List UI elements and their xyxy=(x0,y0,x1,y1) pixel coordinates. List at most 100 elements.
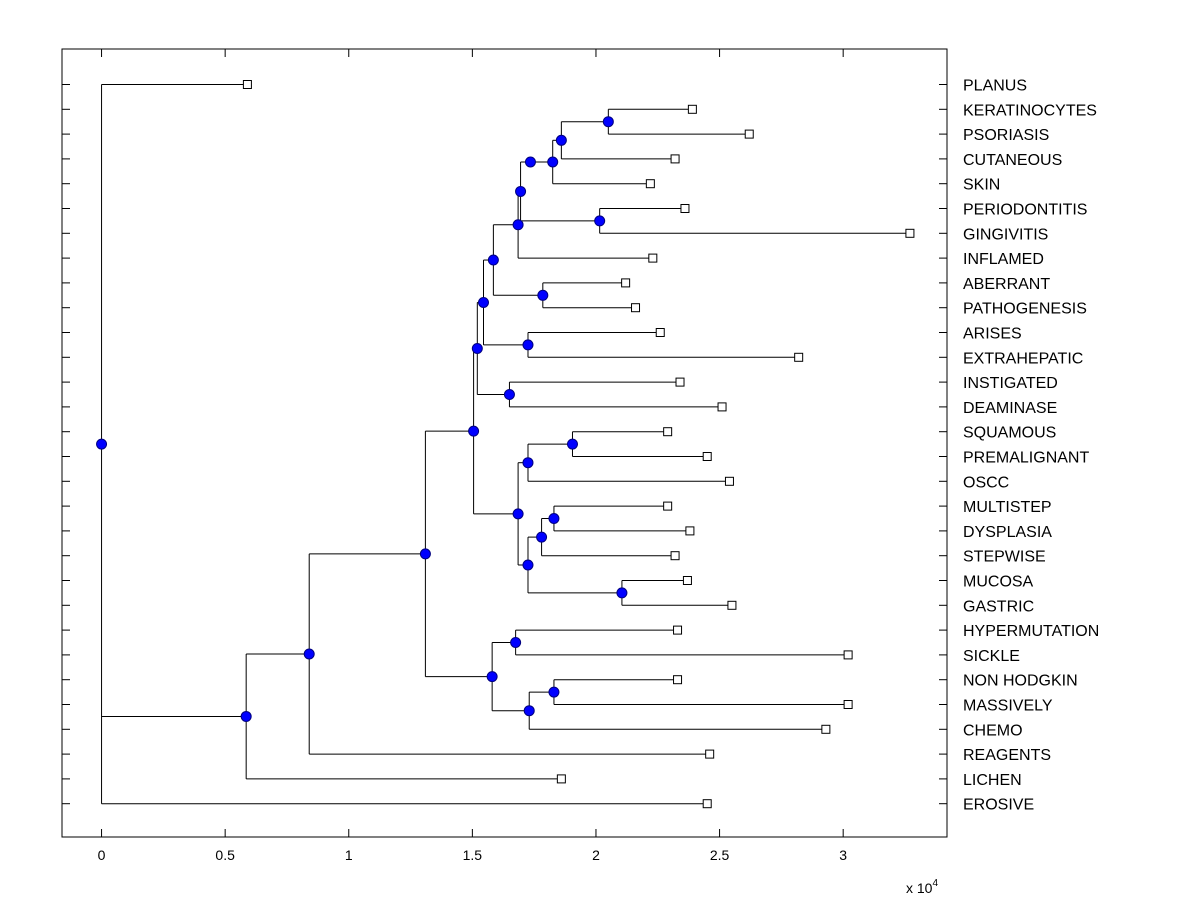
merge-node xyxy=(523,705,535,717)
leaf-marker-sickle xyxy=(843,650,853,660)
leaf-label-lichen: LICHEN xyxy=(963,772,1022,789)
merge-node xyxy=(524,156,536,168)
leaf-marker-planus xyxy=(242,80,252,89)
leaf-marker-erosive xyxy=(702,799,712,809)
leaf-marker-deaminase xyxy=(717,402,727,412)
merge-node xyxy=(522,559,534,571)
leaf-label-multistep: MULTISTEP xyxy=(963,499,1052,516)
leaf-label-cutaneous: CUTANEOUS xyxy=(963,152,1062,169)
leaf-marker-aberrant xyxy=(621,278,631,288)
x-tick-label: 2 xyxy=(592,847,600,863)
leaf-marker-cutaneous xyxy=(670,154,680,164)
leaf-label-premalignant: PREMALIGNANT xyxy=(963,450,1089,467)
merge-node xyxy=(536,531,548,543)
leaf-label-planus: PLANUS xyxy=(963,78,1027,95)
leaf-label-extrahepatic: EXTRAHEPATIC xyxy=(963,350,1083,367)
merge-node xyxy=(96,438,108,450)
leaf-marker-premalignant xyxy=(702,452,712,461)
leaf-marker-mucosa xyxy=(682,576,692,585)
merge-node xyxy=(555,134,567,146)
merge-node xyxy=(616,587,628,599)
merge-node xyxy=(468,425,480,437)
merge-node xyxy=(522,457,534,469)
leaf-marker-oscc xyxy=(724,476,734,486)
leaf-label-deaminase: DEAMINASE xyxy=(963,400,1057,417)
leaf-label-oscc: OSCC xyxy=(963,474,1009,491)
leaf-label-aberrant: ABERRANT xyxy=(963,276,1050,293)
leaf-label-squamous: SQUAMOUS xyxy=(963,425,1056,442)
leaf-marker-gingivitis xyxy=(905,228,915,238)
leaf-marker-pathogenesis xyxy=(631,303,641,313)
leaf-label-erosive: EROSIVE xyxy=(963,797,1034,814)
leaf-markers xyxy=(242,80,915,809)
merge-node xyxy=(522,339,534,351)
merge-node xyxy=(486,671,498,683)
leaf-label-arises: ARISES xyxy=(963,326,1022,343)
merge-node xyxy=(510,637,522,648)
axes xyxy=(61,48,948,838)
merge-node xyxy=(602,116,614,128)
leaf-marker-instigated xyxy=(675,377,685,387)
x-tick-label: 2.5 xyxy=(710,847,730,863)
leaf-marker-inflamed xyxy=(648,253,658,263)
leaf-marker-keratinocytes xyxy=(687,104,697,114)
merge-node xyxy=(512,508,524,520)
leaf-label-keratinocytes: KERATINOCYTES xyxy=(963,102,1097,119)
leaf-marker-lichen xyxy=(556,774,566,784)
leaf-label-gingivitis: GINGIVITIS xyxy=(963,226,1048,243)
leaf-label-pathogenesis: PATHOGENESIS xyxy=(963,301,1087,318)
merge-node xyxy=(512,219,524,231)
leaf-label-massively: MASSIVELY xyxy=(963,698,1053,715)
leaf-label-inflamed: INFLAMED xyxy=(963,251,1044,268)
leaf-marker-arises xyxy=(655,328,665,337)
x-tick-labels: 0 0.5 1 1.5 2 2.5 3 xyxy=(98,847,848,863)
leaf-marker-stepwise xyxy=(670,551,680,561)
leaf-marker-massively xyxy=(843,700,853,709)
leaf-label-psoriasis: PSORIASIS xyxy=(963,127,1049,144)
multiplier-base: x 10 xyxy=(906,880,933,896)
leaf-marker-chemo xyxy=(821,724,831,734)
x-tick-label: 0 xyxy=(98,847,106,863)
leaf-label-hypermutation: HYPERMUTATION xyxy=(963,623,1099,640)
leaf-marker-extrahepatic xyxy=(794,352,804,362)
plot-frame xyxy=(61,48,948,838)
merge-node xyxy=(419,548,431,560)
leaf-label-stepwise: STEPWISE xyxy=(963,549,1046,566)
merge-node xyxy=(477,296,489,308)
leaf-marker-periodontitis xyxy=(680,204,690,213)
leaf-label-non-hodgkin: NON HODGKIN xyxy=(963,673,1078,690)
merge-node xyxy=(566,438,578,450)
x-tick-label: 0.5 xyxy=(215,847,235,863)
merge-node xyxy=(503,389,515,400)
leaf-marker-multistep xyxy=(663,501,673,511)
multiplier-exponent: 4 xyxy=(932,878,938,889)
leaf-labels: PLANUS KERATINOCYTES PSORIASIS CUTANEOUS SKI… xyxy=(963,78,1099,814)
merge-node xyxy=(548,513,560,524)
merge-nodes xyxy=(96,116,628,722)
merge-node xyxy=(303,648,315,660)
leaf-label-dysplasia: DYSPLASIA xyxy=(963,524,1052,541)
leaf-marker-dysplasia xyxy=(685,526,695,536)
merge-node xyxy=(537,289,549,301)
leaf-label-sickle: SICKLE xyxy=(963,648,1020,665)
merge-node xyxy=(240,710,252,722)
merge-node xyxy=(471,342,483,354)
merge-node xyxy=(548,686,560,698)
x-axis-multiplier: x 104 xyxy=(906,878,938,896)
merge-node xyxy=(487,254,499,266)
leaf-marker-reagents xyxy=(705,749,715,759)
leaf-label-instigated: INSTIGATED xyxy=(963,375,1058,392)
merge-node xyxy=(515,185,527,197)
x-tick-label: 1.5 xyxy=(463,847,483,863)
branch-lines xyxy=(101,84,910,805)
leaf-label-chemo: CHEMO xyxy=(963,722,1023,739)
merge-node xyxy=(594,215,606,227)
merge-node xyxy=(547,156,559,168)
leaf-marker-skin xyxy=(645,179,655,189)
leaf-marker-squamous xyxy=(663,427,673,437)
leaf-label-skin: SKIN xyxy=(963,177,1000,194)
x-tick-label: 3 xyxy=(839,847,847,863)
leaf-marker-non-hodgkin xyxy=(673,675,683,685)
leaf-label-reagents: REAGENTS xyxy=(963,747,1051,764)
leaf-marker-hypermutation xyxy=(673,625,683,635)
